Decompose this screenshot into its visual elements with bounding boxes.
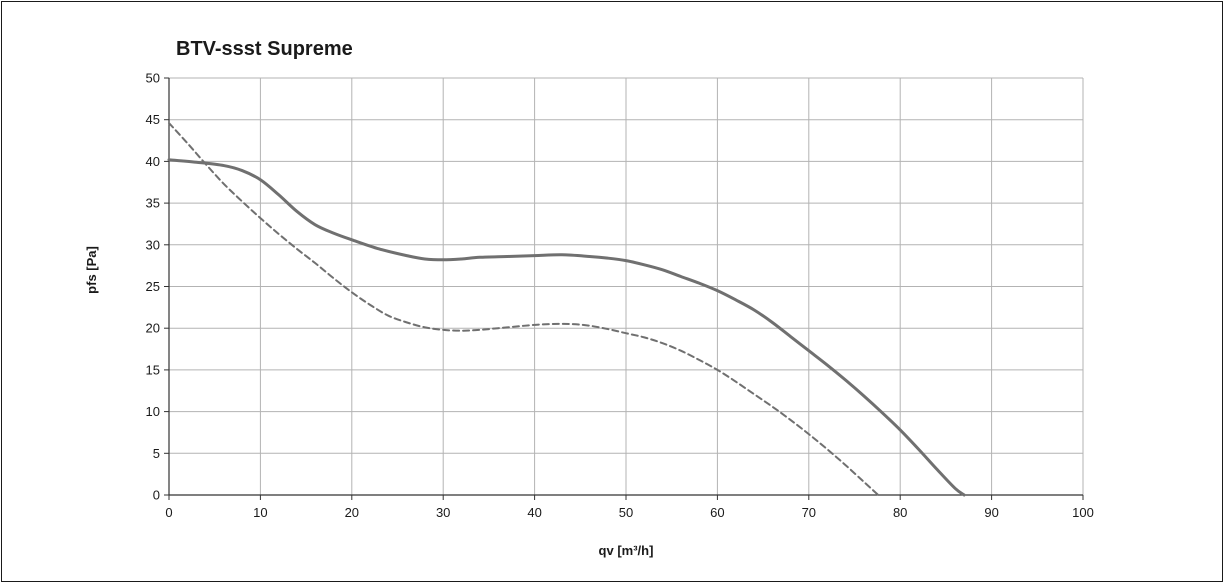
x-tick-label: 70 — [802, 505, 816, 520]
x-tick-label: 50 — [619, 505, 633, 520]
x-axis-label: qv [m³/h] — [599, 543, 654, 558]
y-tick-label: 5 — [153, 446, 160, 461]
y-tick-label: 10 — [146, 404, 160, 419]
dashed-curve — [168, 122, 880, 496]
y-tick-label: 30 — [146, 237, 160, 252]
y-tick-label: 45 — [146, 112, 160, 127]
grid — [168, 77, 1084, 496]
x-tick-label: 90 — [984, 505, 998, 520]
x-tick-label: 40 — [527, 505, 541, 520]
x-tick-labels: 0 10 20 30 40 50 60 70 80 90 100 — [165, 505, 1093, 520]
y-tick-labels: 0 5 10 15 20 25 30 35 40 45 50 — [146, 71, 160, 503]
x-tick-label: 10 — [253, 505, 267, 520]
y-tick-label: 15 — [146, 362, 160, 377]
y-tick-label: 25 — [146, 279, 160, 294]
x-tick-label: 80 — [893, 505, 907, 520]
y-tick-label: 35 — [146, 196, 160, 211]
series-group — [167, 122, 966, 497]
x-tick-label: 100 — [1072, 505, 1094, 520]
x-tick-label: 60 — [710, 505, 724, 520]
y-axis-label: pfs [Pa] — [84, 246, 99, 294]
y-tick-label: 40 — [146, 154, 160, 169]
y-tick-label: 0 — [153, 488, 160, 503]
y-tick-label: 50 — [146, 71, 160, 86]
x-tick-label: 20 — [345, 505, 359, 520]
x-tick-label: 30 — [436, 505, 450, 520]
chart-title: BTV-ssst Supreme — [176, 38, 353, 60]
solid-curve — [167, 158, 966, 497]
axes — [164, 77, 1084, 500]
y-tick-label: 20 — [146, 321, 160, 336]
x-tick-label: 0 — [165, 505, 172, 520]
